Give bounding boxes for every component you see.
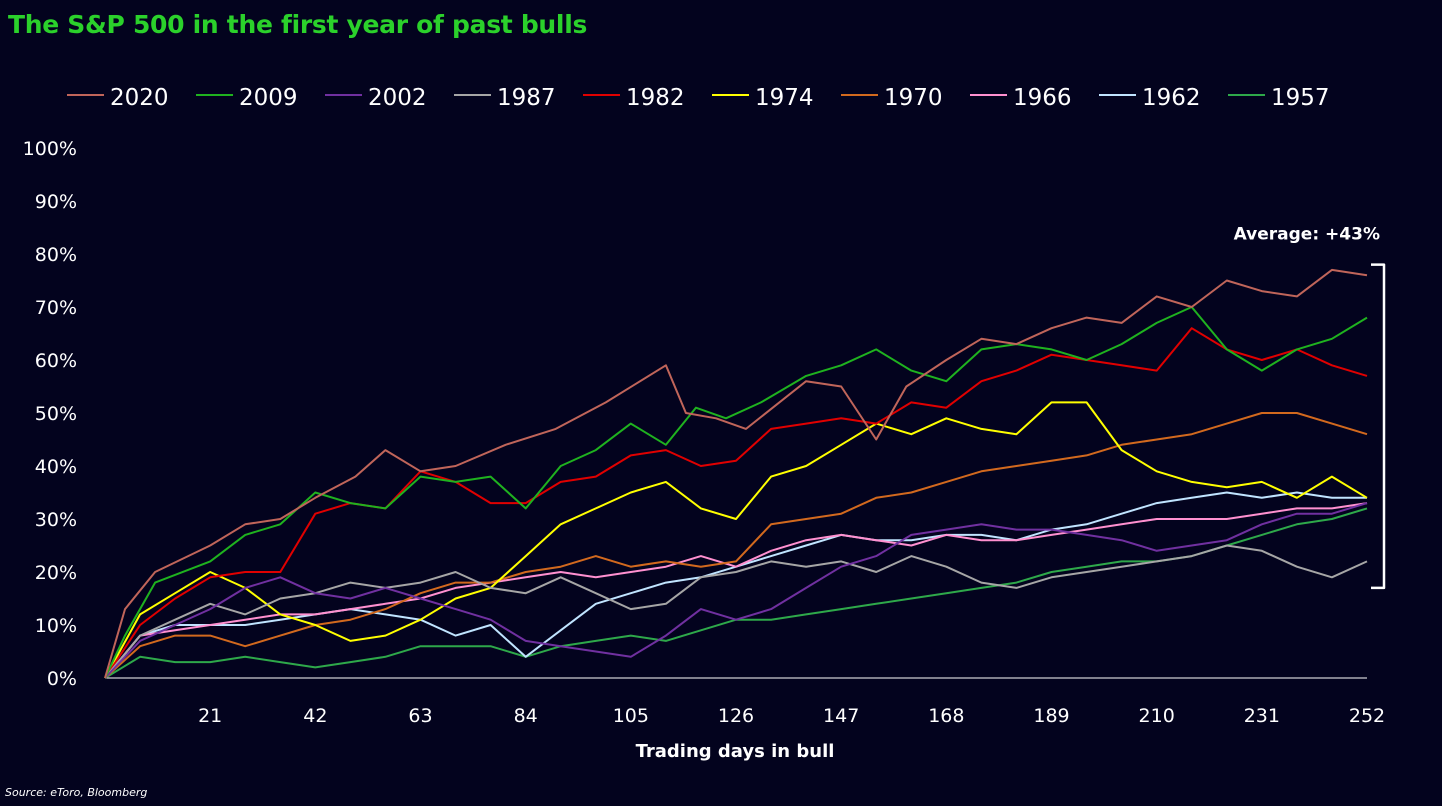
x-tick-label: 210 [1139,705,1175,727]
legend-label-1957: 1957 [1271,85,1330,111]
chart-title: The S&P 500 in the first year of past bu… [8,10,588,39]
y-tick-label: 40% [35,456,77,478]
plot-lines [104,268,1368,679]
y-axis: 0% 10% 20% 30% 40% 50% 60% 70% 80% 90% 100% [23,138,77,690]
series-line-1957 [104,507,1368,679]
y-tick-label: 10% [35,615,77,637]
series-line-1987 [104,544,1368,679]
y-tick-label: 50% [35,403,77,425]
source-note: Source: eToro, Bloomberg [5,786,148,799]
x-tick-label: 84 [514,705,538,727]
chart-legend: 2020 2009 2002 1987 1982 1974 1970 1966 1962 1957 [67,85,1330,111]
legend-label-1987: 1987 [497,85,556,111]
x-tick-label: 21 [198,705,222,727]
average-label: Average: +43% [1234,225,1380,245]
legend-label-2002: 2002 [368,85,427,111]
y-tick-label: 60% [35,350,77,372]
y-tick-label: 20% [35,562,77,584]
series-line-1974 [104,401,1368,679]
x-tick-label: 189 [1033,705,1069,727]
x-tick-label: 105 [613,705,649,727]
x-tick-label: 147 [823,705,859,727]
x-tick-label: 231 [1244,705,1280,727]
series-line-2009 [104,306,1368,679]
y-tick-label: 90% [35,191,77,213]
legend-label-1966: 1966 [1013,85,1072,111]
x-tick-label: 252 [1349,705,1385,727]
series-line-2002 [104,502,1368,679]
legend-label-1962: 1962 [1142,85,1201,111]
average-bracket [1371,263,1386,590]
y-tick-label: 30% [35,509,77,531]
series-line-1970 [104,412,1368,679]
legend-label-1982: 1982 [626,85,685,111]
legend-label-1970: 1970 [884,85,943,111]
x-tick-label: 63 [408,705,432,727]
y-tick-label: 100% [23,138,77,160]
legend-label-2009: 2009 [239,85,298,111]
x-tick-label: 126 [718,705,754,727]
x-axis: 21 42 63 84 105 126 147 168 189 210 231 252 [105,677,1385,727]
y-tick-label: 80% [35,244,77,266]
series-line-2020 [104,268,1368,679]
average-annotation: Average: +43% [1234,225,1386,590]
series-line-1982 [104,327,1368,679]
legend-label-2020: 2020 [110,85,169,111]
x-tick-label: 168 [928,705,964,727]
legend-label-1974: 1974 [755,85,814,111]
series-line-1966 [104,502,1368,679]
series-line-1962 [104,491,1367,679]
y-tick-label: 70% [35,297,77,319]
x-axis-title: Trading days in bull [636,741,835,762]
x-tick-label: 42 [303,705,327,727]
y-tick-label: 0% [47,668,77,690]
